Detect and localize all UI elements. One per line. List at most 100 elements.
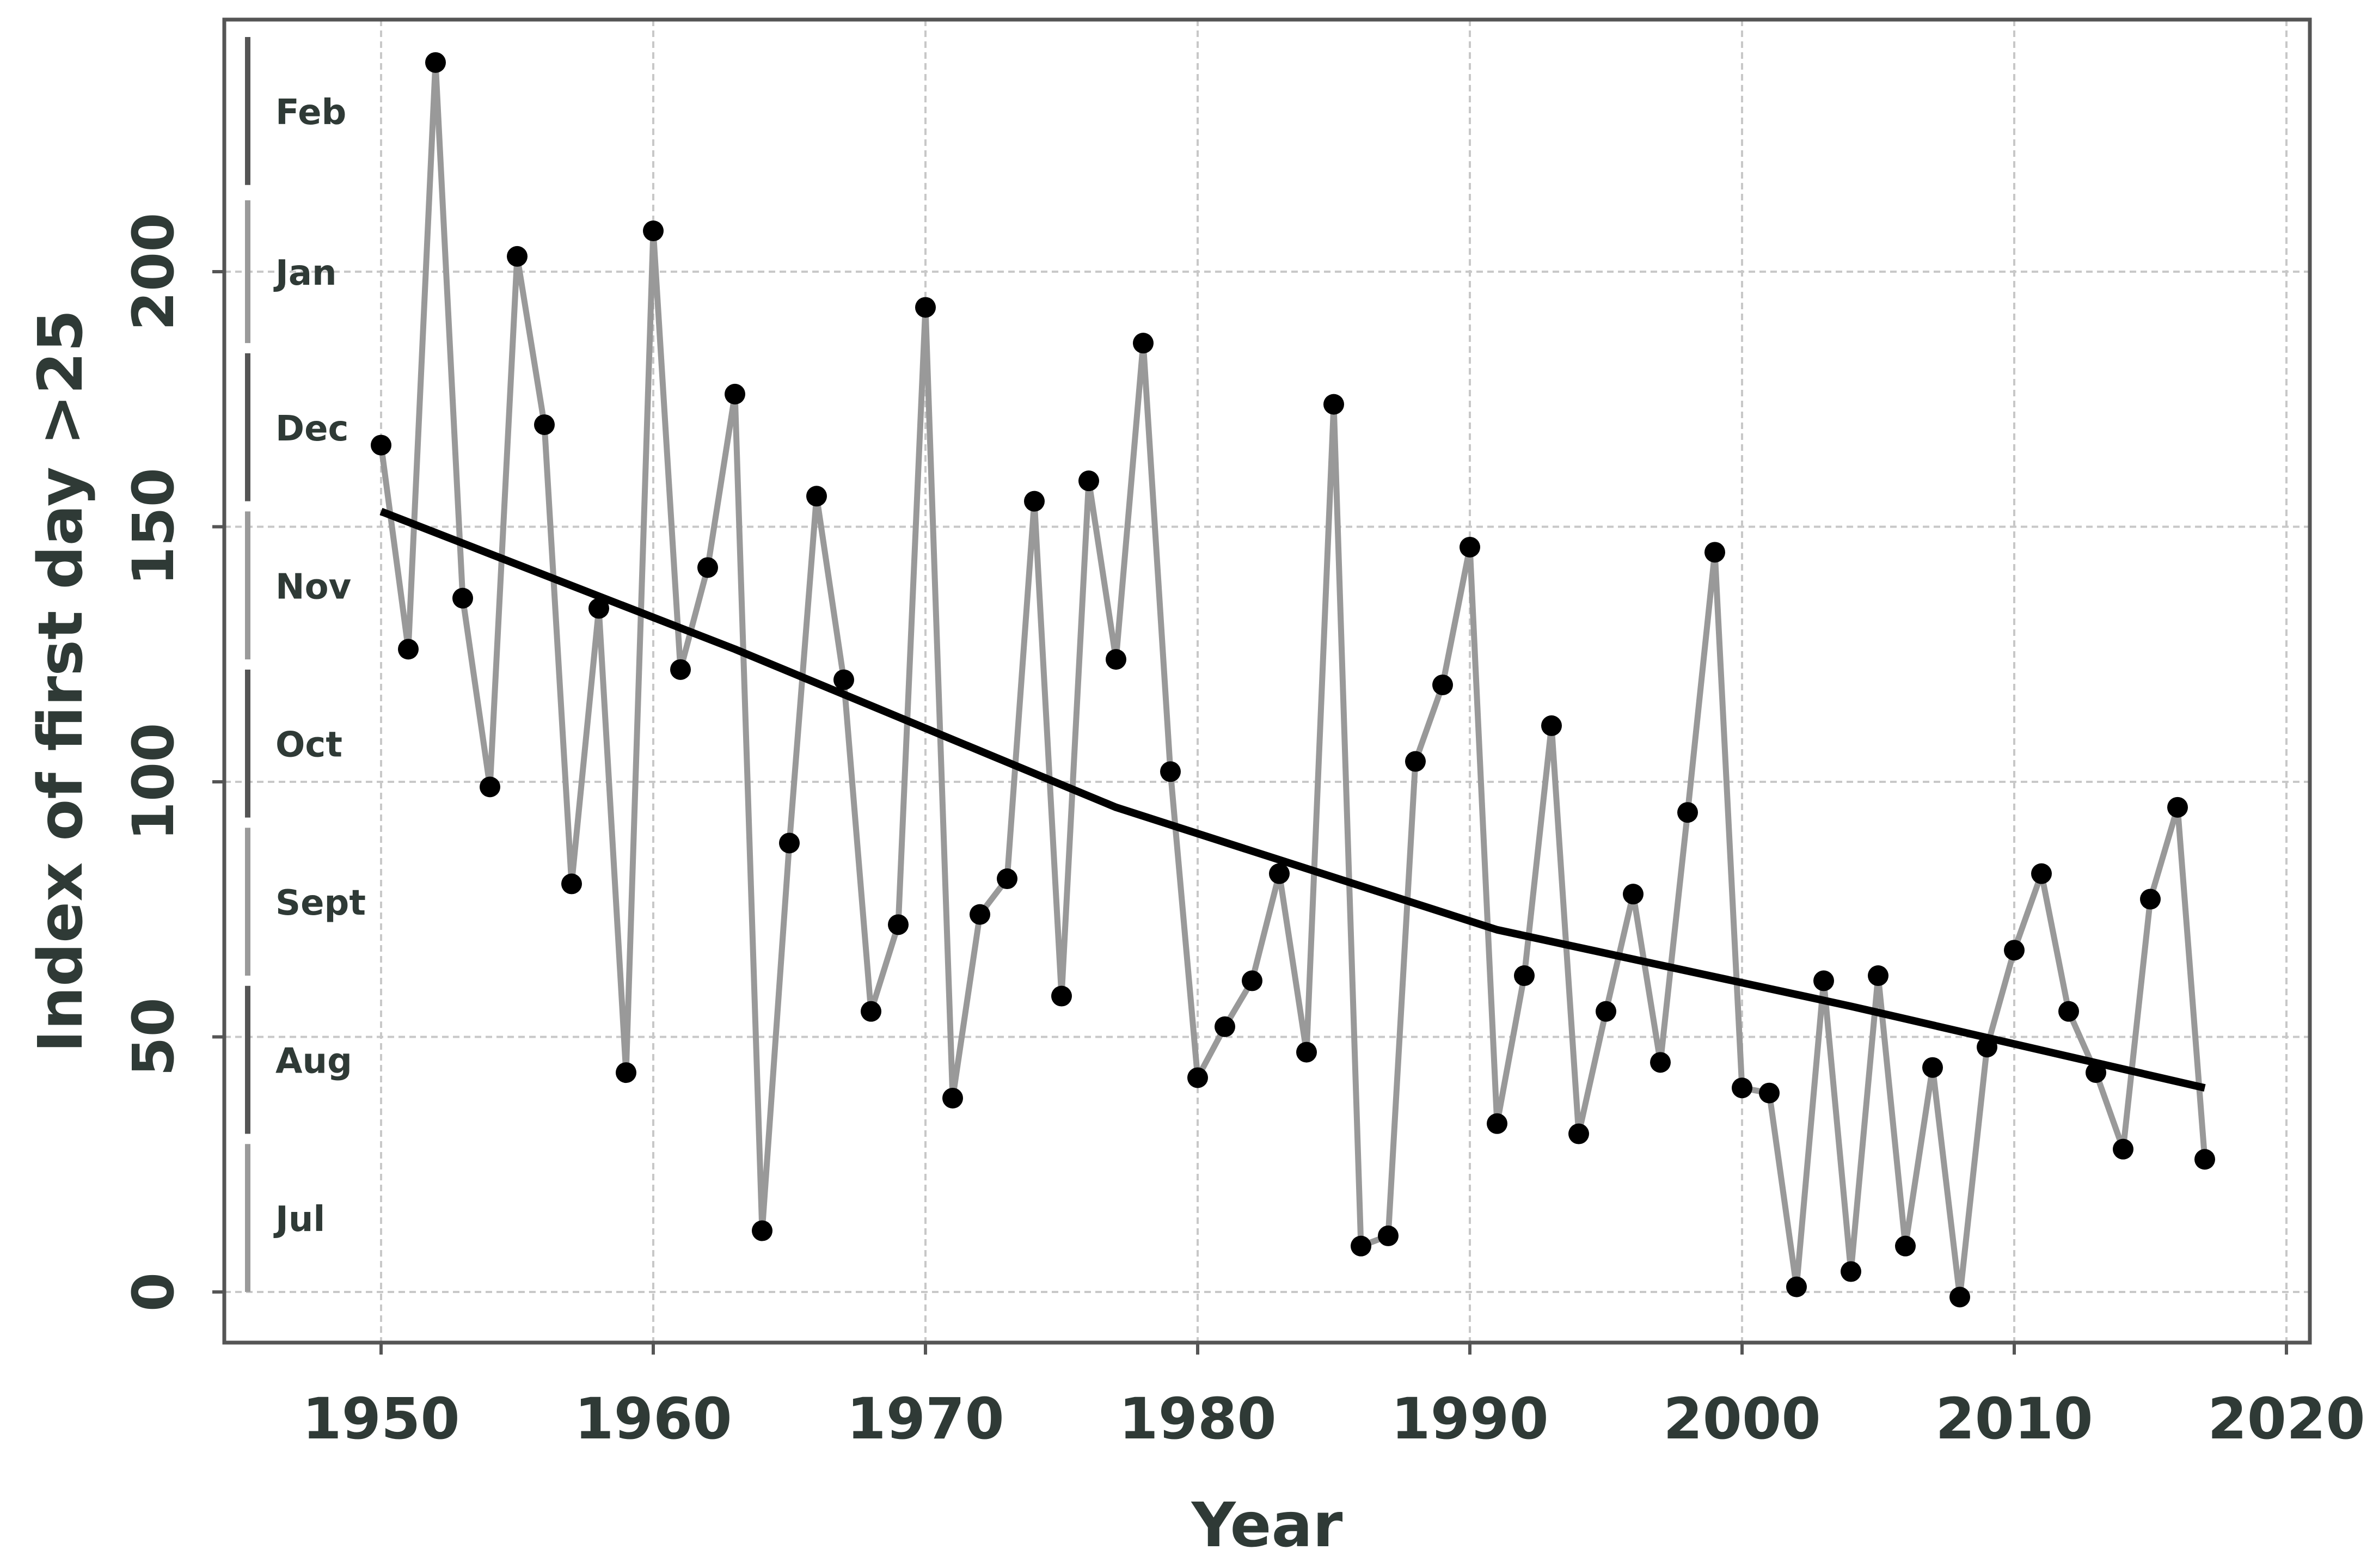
data-point: [2031, 863, 2052, 884]
data-point: [1841, 1261, 1861, 1282]
data-point: [1323, 394, 1344, 415]
trend-line: [379, 507, 2206, 1092]
data-point: [1623, 884, 1644, 905]
data-point: [425, 52, 446, 73]
x-tick-label: 1990: [1391, 1386, 1548, 1452]
x-tick-label: 2000: [1663, 1386, 1820, 1452]
data-point: [1541, 715, 1562, 736]
data-point: [1704, 542, 1725, 563]
data-point: [1078, 470, 1099, 492]
data-point: [1460, 536, 1480, 558]
data-point: [1514, 965, 1535, 987]
data-point: [888, 914, 909, 935]
data-point: [1949, 1287, 1970, 1308]
data-point: [942, 1087, 963, 1108]
data-point: [1215, 1016, 1235, 1037]
y-axis: 0 50 100 150 200: [120, 212, 224, 1312]
data-point: [2086, 1062, 2106, 1083]
month-label: Feb: [275, 93, 346, 133]
data-point: [1432, 674, 1453, 695]
month-label: Aug: [275, 1042, 352, 1082]
data-point: [534, 414, 555, 436]
data-point: [1650, 1052, 1671, 1073]
x-tick-label: 1980: [1119, 1386, 1276, 1452]
month-label: Sept: [275, 883, 366, 923]
data-point: [752, 1220, 772, 1241]
data-point: [1732, 1077, 1752, 1099]
data-point: [2004, 940, 2025, 961]
data-point: [670, 659, 691, 680]
data-point: [1487, 1113, 1507, 1134]
x-axis: 1950 1960 1970 1980 1990 2000 2010 2020: [302, 1343, 2365, 1452]
month-label: Nov: [275, 567, 351, 607]
data-point: [1106, 649, 1126, 670]
data-point: [1269, 863, 1290, 884]
month-label: Jan: [273, 253, 337, 293]
data-point: [1895, 1235, 1916, 1257]
data-point: [2194, 1149, 2215, 1170]
data-point: [1813, 970, 1834, 991]
data-point: [1786, 1276, 1807, 1297]
data-point: [1351, 1235, 1371, 1257]
observed-line: [378, 59, 2208, 1300]
y-axis-title: Index of first day >25: [26, 310, 96, 1053]
month-bands: Jul Aug Sept Oct Nov Dec Jan Feb: [245, 36, 366, 1292]
data-point: [2167, 797, 2188, 818]
data-point: [2058, 1001, 2079, 1022]
data-point: [398, 639, 419, 660]
data-point: [1378, 1225, 1399, 1246]
y-tick-label: 100: [120, 722, 187, 841]
data-point: [915, 297, 936, 318]
data-point: [452, 587, 473, 609]
data-point: [697, 557, 718, 578]
data-point: [1024, 491, 1045, 512]
y-tick-label: 50: [120, 997, 187, 1076]
y-tick-label: 200: [120, 212, 187, 330]
y-tick-label: 150: [120, 468, 187, 586]
data-point: [2113, 1138, 2133, 1160]
data-point: [1296, 1042, 1317, 1063]
data-point: [1405, 751, 1426, 772]
month-label: Dec: [275, 409, 348, 449]
data-point: [861, 1001, 881, 1022]
data-point: [588, 598, 609, 619]
data-point: [1133, 333, 1154, 354]
data-point: [371, 434, 391, 456]
data-point: [1051, 985, 1072, 1007]
data-point: [779, 832, 800, 854]
data-point: [1759, 1082, 1780, 1104]
data-points: [371, 52, 2215, 1308]
data-point: [1160, 761, 1181, 782]
data-point: [1596, 1001, 1616, 1022]
trend-series: [379, 507, 2206, 1092]
x-tick-label: 2010: [1935, 1386, 2093, 1452]
data-point: [480, 776, 500, 798]
data-point: [561, 873, 582, 895]
x-tick-label: 1970: [847, 1386, 1004, 1452]
x-tick-label: 2020: [2208, 1386, 2365, 1452]
x-tick-label: 1950: [302, 1386, 459, 1452]
data-point: [643, 220, 664, 242]
data-point: [725, 383, 745, 405]
data-point: [1242, 970, 1262, 991]
x-axis-title: Year: [1191, 1490, 1343, 1561]
data-point: [970, 904, 990, 925]
month-label: Oct: [275, 725, 342, 765]
plot-frame: [222, 17, 2312, 1345]
data-point: [1568, 1123, 1589, 1144]
y-tick-label: 0: [120, 1272, 187, 1312]
data-point: [806, 486, 827, 507]
data-point: [2140, 889, 2161, 910]
data-point: [507, 246, 528, 267]
data-point: [1868, 965, 1888, 987]
data-point: [997, 868, 1017, 890]
month-label: Jul: [273, 1199, 325, 1240]
x-tick-label: 1960: [574, 1386, 732, 1452]
data-point: [1922, 1057, 1943, 1078]
data-point: [616, 1062, 636, 1083]
data-point: [1977, 1037, 1997, 1058]
data-point: [1677, 802, 1698, 823]
observed-series: [378, 59, 2208, 1300]
